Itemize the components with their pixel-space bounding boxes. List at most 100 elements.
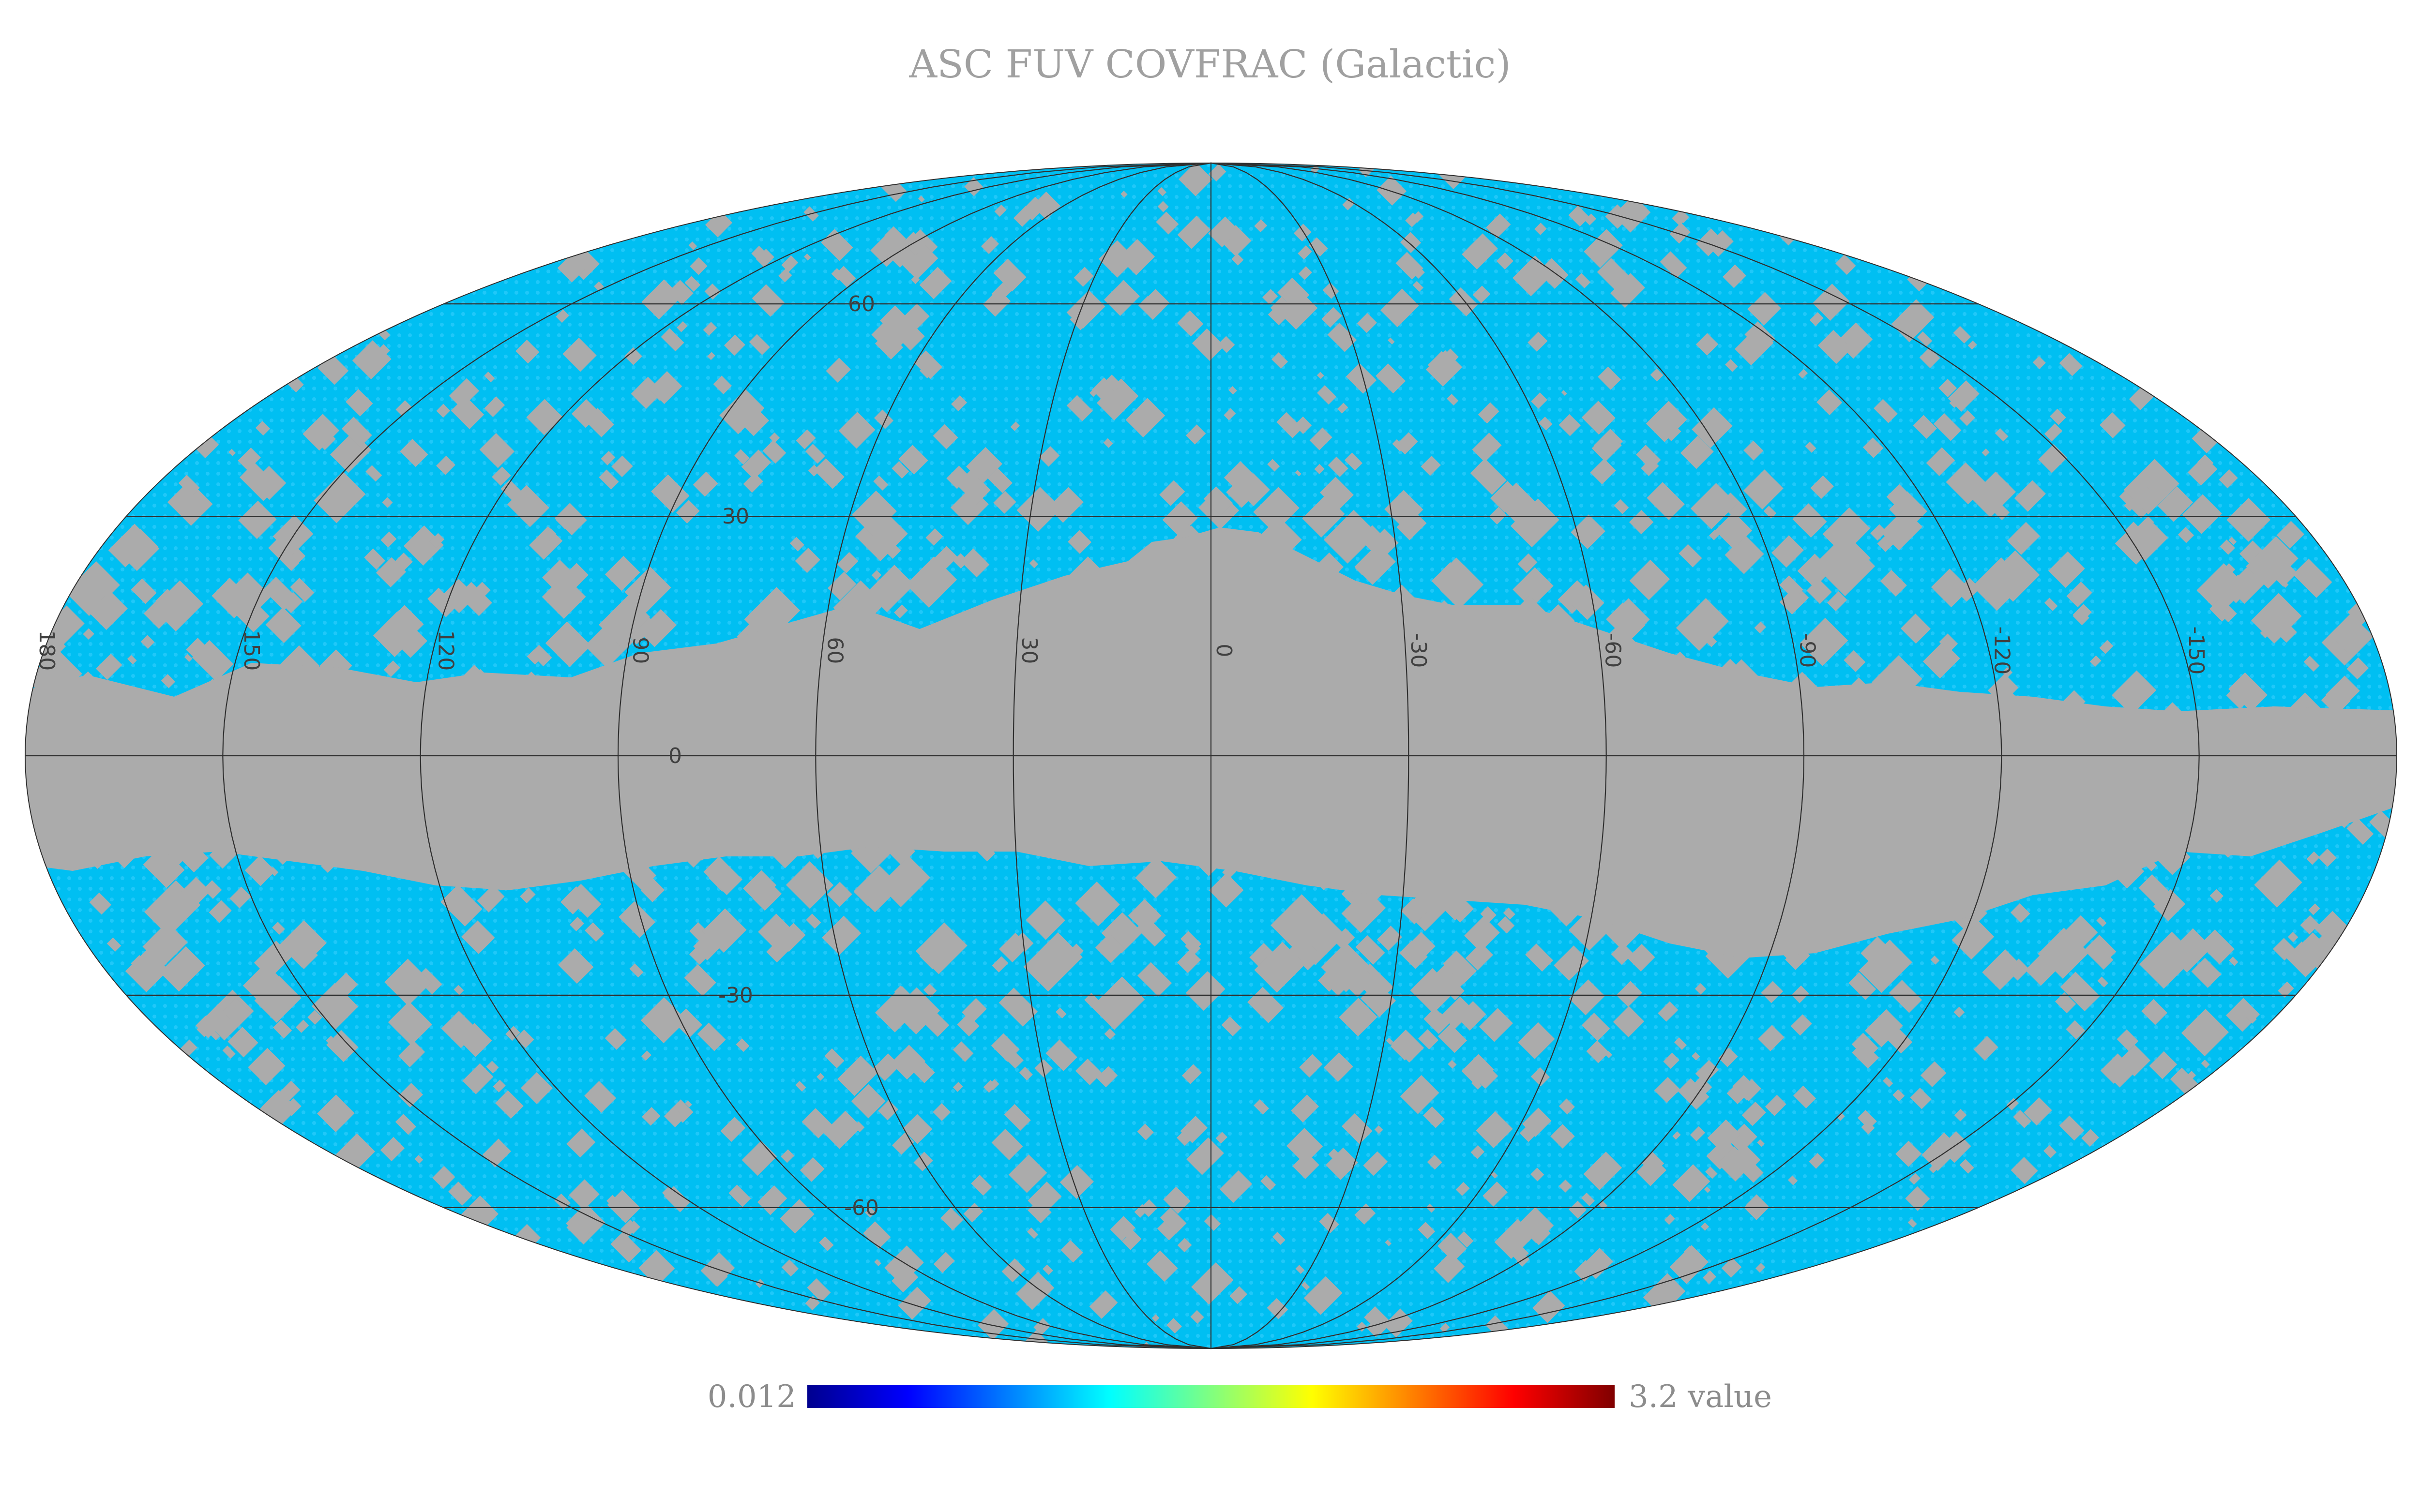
no-data-patch xyxy=(2191,958,2222,988)
no-data-patch xyxy=(526,399,563,435)
no-data-patch xyxy=(484,396,505,417)
no-data-patch xyxy=(1303,1276,1343,1315)
no-data-patch xyxy=(1288,936,1322,971)
no-data-patch xyxy=(776,923,806,952)
no-data-patch xyxy=(1254,1099,1270,1115)
no-data-patch xyxy=(432,1166,455,1189)
no-data-patch xyxy=(719,389,765,434)
no-data-patch xyxy=(2025,951,2059,986)
no-data-patch xyxy=(933,424,958,449)
no-data-patch xyxy=(364,349,376,360)
no-data-patch xyxy=(2072,609,2089,626)
no-data-patch xyxy=(1004,1104,1031,1131)
no-data-patch xyxy=(1341,888,1386,933)
longitude-label: 120 xyxy=(434,630,458,671)
no-data-patch xyxy=(1412,266,1425,279)
no-data-patch xyxy=(1472,433,1502,463)
no-data-patch xyxy=(2002,667,2013,678)
no-data-patch xyxy=(1295,1265,1305,1274)
no-data-patch xyxy=(382,497,393,508)
no-data-patch xyxy=(1148,299,1162,313)
no-data-patch xyxy=(823,1110,862,1149)
no-data-patch xyxy=(2346,657,2369,680)
no-data-patch xyxy=(1355,935,1385,965)
no-data-patch xyxy=(2157,486,2193,522)
no-data-patch xyxy=(159,946,205,992)
no-data-patch xyxy=(1028,1199,1052,1224)
no-data-patch xyxy=(2181,1008,2229,1057)
no-data-patch xyxy=(1137,1123,1154,1140)
no-data-patch xyxy=(1478,402,1499,424)
no-data-patch xyxy=(1180,931,1202,952)
no-data-patch xyxy=(569,1179,600,1210)
no-data-patch xyxy=(2060,915,2098,953)
no-data-patch xyxy=(476,582,491,597)
no-data-patch xyxy=(1817,329,1852,364)
no-data-patch xyxy=(1267,1298,1288,1319)
no-data-patch xyxy=(1056,1007,1067,1018)
no-data-patch xyxy=(1104,280,1140,316)
no-data-patch xyxy=(1822,543,1876,597)
no-data-patch xyxy=(1809,1153,1825,1169)
no-data-patch xyxy=(1008,1154,1047,1193)
no-data-patch xyxy=(1247,987,1284,1023)
no-data-patch xyxy=(2123,517,2168,562)
no-data-patch xyxy=(781,1149,795,1163)
no-data-patch xyxy=(1209,873,1244,908)
no-data-patch xyxy=(2038,444,2068,473)
no-data-patch xyxy=(1522,1108,1552,1137)
no-data-patch xyxy=(610,1231,642,1263)
no-data-patch xyxy=(619,901,656,938)
no-data-patch xyxy=(326,1030,359,1063)
map-outline xyxy=(25,163,2397,1349)
no-data-patch xyxy=(1400,1075,1439,1114)
no-data-patch xyxy=(192,640,234,682)
no-data-patch xyxy=(2096,916,2107,927)
no-data-patch xyxy=(492,466,511,486)
no-data-patch xyxy=(789,537,804,552)
no-data-patch xyxy=(1887,1028,1913,1054)
no-data-patch xyxy=(1190,1310,1204,1324)
no-data-patch xyxy=(1434,1252,1465,1283)
no-data-patch xyxy=(1664,1214,1675,1225)
no-data-patch xyxy=(1337,403,1348,414)
no-data-patch xyxy=(127,655,137,665)
no-data-patch xyxy=(1614,499,1629,514)
no-data-patch xyxy=(1755,1263,1766,1273)
no-data-patch xyxy=(1342,197,1355,210)
no-data-patch xyxy=(796,429,816,449)
no-data-patch xyxy=(1228,386,1237,395)
no-data-patch xyxy=(1344,966,1376,997)
no-data-patch xyxy=(2149,1051,2178,1079)
no-data-patch xyxy=(903,231,926,255)
no-data-patch xyxy=(814,458,845,489)
no-data-patch xyxy=(1482,1182,1508,1207)
no-data-patch xyxy=(1735,326,1774,366)
graticule xyxy=(25,162,2397,1349)
no-data-patch xyxy=(892,1265,919,1293)
no-data-patch xyxy=(1715,512,1752,549)
no-data-patch xyxy=(1405,212,1420,227)
no-data-patch xyxy=(1177,310,1204,337)
no-data-patch xyxy=(1663,1052,1679,1069)
no-data-patch xyxy=(884,1245,924,1285)
no-data-patch xyxy=(2196,563,2248,614)
no-data-patch xyxy=(983,1080,997,1093)
no-data-patch xyxy=(1616,981,1643,1007)
galactic-plane-mask xyxy=(25,527,2397,958)
no-data-patch xyxy=(2201,1060,2210,1068)
no-data-patch xyxy=(1877,532,1897,552)
no-data-patch xyxy=(461,920,495,954)
no-data-patch xyxy=(2245,1012,2257,1024)
no-data-patch xyxy=(1790,1014,1812,1036)
no-data-patch xyxy=(398,1040,425,1067)
no-data-patch xyxy=(1470,1145,1485,1159)
no-data-patch xyxy=(2346,817,2374,845)
no-data-patch xyxy=(125,948,169,992)
no-data-patch xyxy=(1177,949,1201,973)
no-data-patch xyxy=(611,455,633,478)
no-data-patch xyxy=(962,998,987,1023)
no-data-patch xyxy=(1663,423,1681,441)
no-data-patch xyxy=(1892,1089,1905,1102)
no-data-patch xyxy=(2274,619,2297,643)
